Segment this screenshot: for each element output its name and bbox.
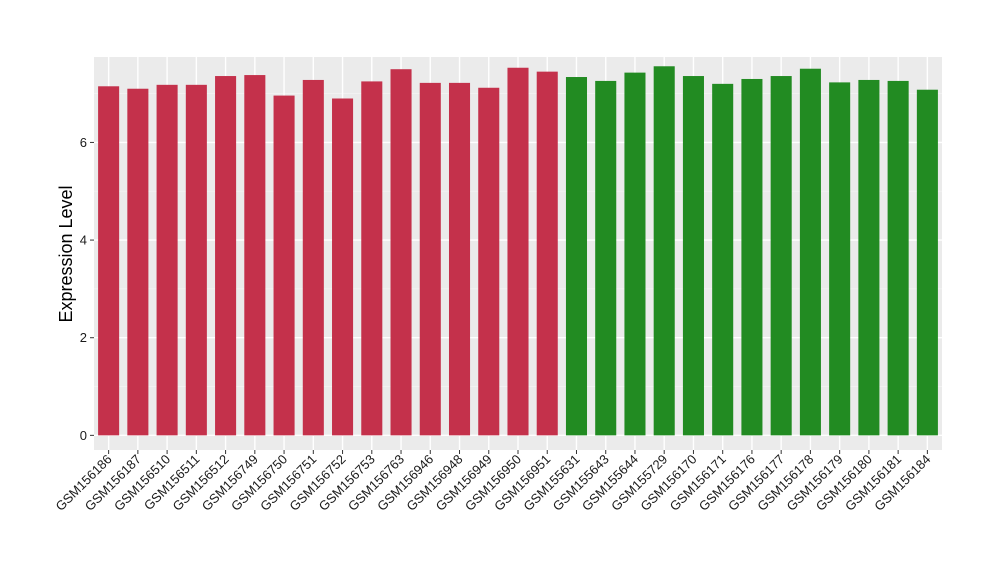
bar-GSM156946 bbox=[419, 82, 441, 436]
bar-GSM156177 bbox=[770, 76, 792, 436]
bar-GSM156749 bbox=[244, 75, 266, 436]
bar-GSM156170 bbox=[682, 76, 704, 436]
bar-GSM156180 bbox=[858, 79, 880, 436]
bar-GSM156751 bbox=[302, 79, 324, 436]
bar-GSM156949 bbox=[478, 87, 500, 436]
y-tick-label: 2 bbox=[80, 330, 87, 345]
bar-GSM156171 bbox=[712, 83, 734, 436]
bar-GSM156752 bbox=[332, 98, 354, 436]
bar-GSM156184 bbox=[916, 89, 938, 436]
bar-GSM156511 bbox=[185, 84, 207, 436]
bar-GSM156179 bbox=[829, 82, 851, 436]
bar-GSM156186 bbox=[98, 86, 120, 436]
bar-GSM156178 bbox=[799, 68, 821, 436]
bar-GSM156753 bbox=[361, 81, 383, 436]
bar-GSM156750 bbox=[273, 95, 295, 436]
x-axis: GSM156186GSM156187GSM156510GSM156511GSM1… bbox=[53, 450, 934, 514]
bar-GSM156187 bbox=[127, 88, 149, 436]
bar-GSM156510 bbox=[156, 84, 178, 436]
bar-GSM155644 bbox=[624, 72, 646, 436]
bar-GSM156948 bbox=[448, 82, 471, 436]
bar-GSM156950 bbox=[507, 67, 529, 436]
y-tick-label: 0 bbox=[80, 428, 87, 443]
bar-GSM156951 bbox=[536, 71, 558, 436]
y-axis-title: Expression Level bbox=[56, 185, 76, 322]
bar-GSM155729 bbox=[653, 66, 675, 436]
y-tick-label: 6 bbox=[80, 135, 87, 150]
bar-GSM155631 bbox=[565, 77, 588, 436]
bar-GSM156181 bbox=[887, 80, 909, 436]
bar-GSM155643 bbox=[595, 80, 617, 436]
bars bbox=[98, 66, 938, 436]
bar-GSM156176 bbox=[741, 78, 763, 436]
bar-GSM156512 bbox=[215, 76, 237, 436]
y-tick-label: 4 bbox=[80, 233, 87, 248]
y-axis: 0 2 4 6 bbox=[80, 135, 94, 443]
bar-GSM156763 bbox=[390, 69, 412, 436]
